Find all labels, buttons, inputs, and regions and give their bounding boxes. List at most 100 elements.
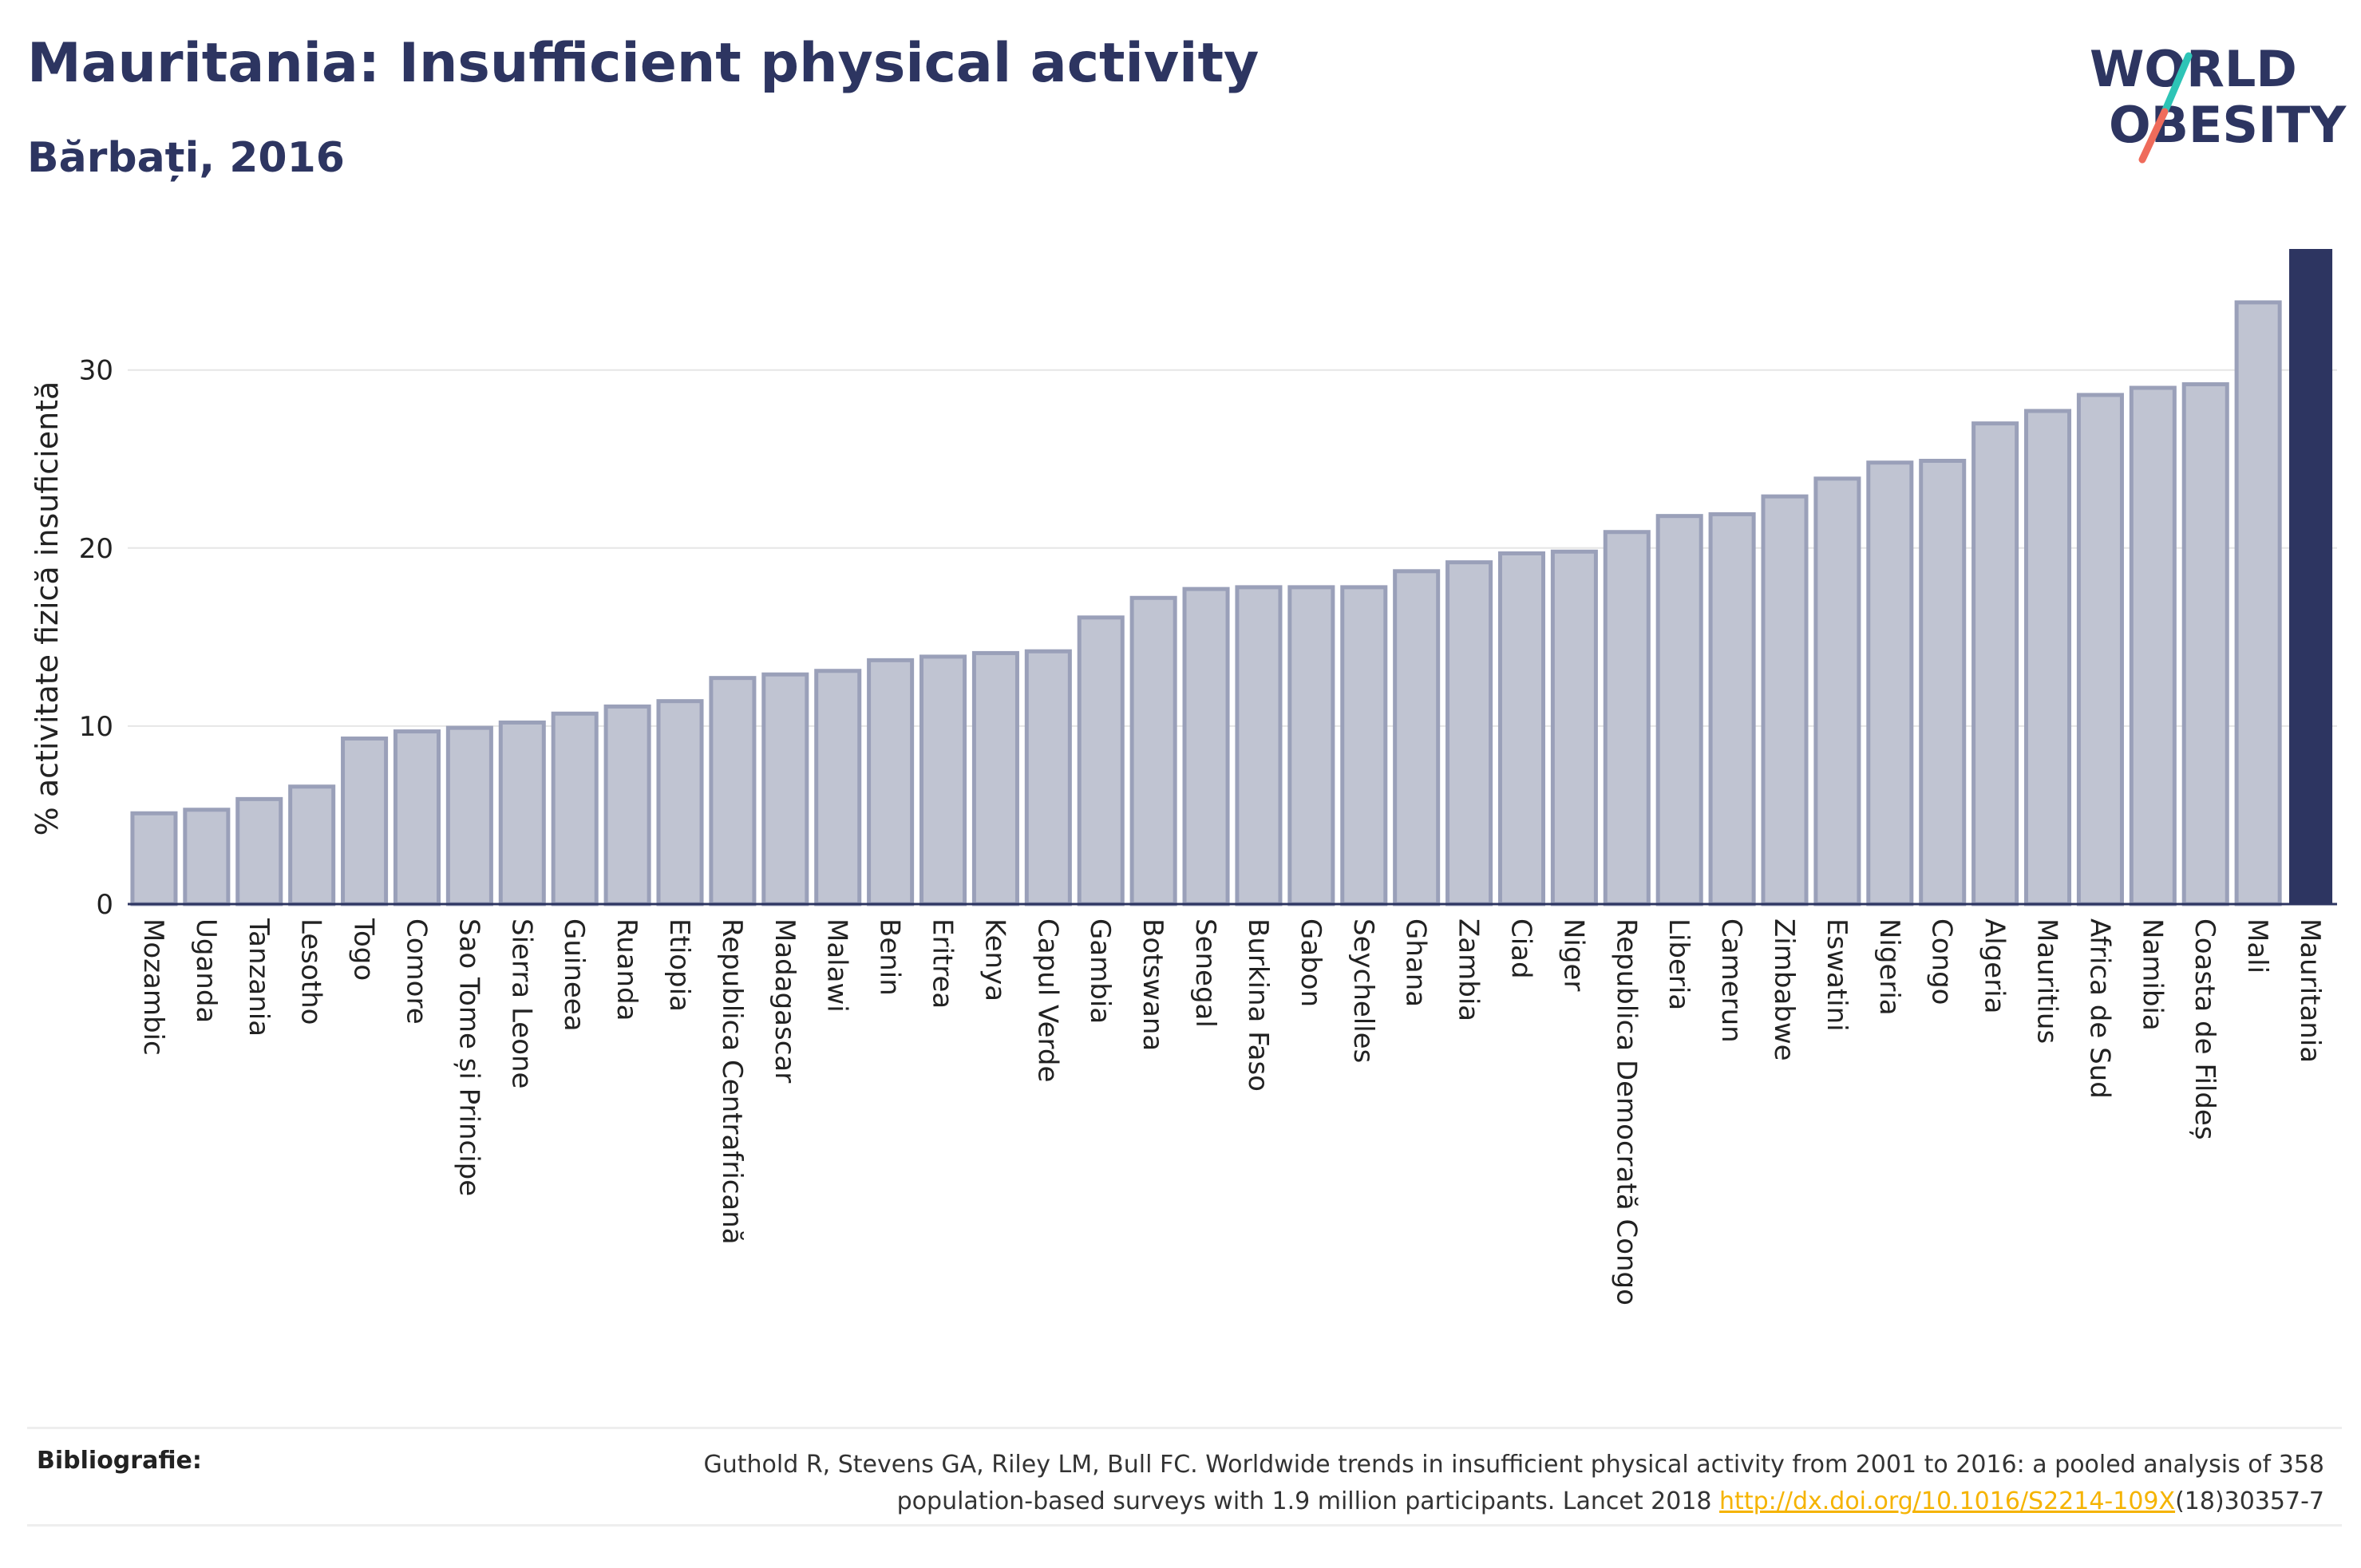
bar xyxy=(183,808,231,906)
footer-divider-bottom xyxy=(27,1524,2342,1527)
bar xyxy=(1761,494,1809,906)
x-tick-label: Eswatini xyxy=(1821,918,1853,1032)
bibliography-label: Bibliografie: xyxy=(37,1447,202,1475)
bar xyxy=(656,699,704,906)
x-tick-label: Kenya xyxy=(979,918,1010,1001)
x-tick-label: Benin xyxy=(874,918,906,996)
bar xyxy=(1971,421,2019,906)
bar xyxy=(1708,511,1756,906)
bar xyxy=(1340,585,1388,906)
bar xyxy=(1077,615,1125,906)
bar xyxy=(288,784,336,906)
x-tick-label: Republica Centrafricană xyxy=(716,918,748,1245)
x-tick-label: Namibia xyxy=(2136,918,2168,1031)
bar xyxy=(2076,393,2124,906)
chart-title: Mauritania: Insufficient physical activi… xyxy=(27,32,1260,95)
bar xyxy=(445,725,493,906)
bar xyxy=(2129,385,2177,906)
world-obesity-logo: WORLD OBESITY xyxy=(2090,40,2347,164)
bibliography-line-2-text: population-based surveys with 1.9 millio… xyxy=(896,1487,1720,1515)
bar-highlight xyxy=(2289,249,2333,904)
bar xyxy=(971,650,1019,906)
doi-link[interactable]: http://dx.doi.org/10.1016/S2214-109X xyxy=(1719,1487,2176,1515)
bar xyxy=(1813,476,1861,906)
bar xyxy=(2181,382,2229,906)
y-tick-label: 30 xyxy=(79,355,113,387)
bar xyxy=(551,711,599,906)
bar xyxy=(603,704,651,906)
bibliography-line-2-suffix: (18)30357-7 xyxy=(2175,1487,2324,1515)
x-tick-label: Gambia xyxy=(1084,918,1116,1024)
x-tick-label: Zambia xyxy=(1453,918,1485,1021)
x-tick-label: Tanzania xyxy=(243,918,275,1037)
x-tick-label: Ciad xyxy=(1505,918,1536,979)
x-tick-label: Guineea xyxy=(558,918,590,1032)
x-tick-label: Mozambic xyxy=(137,918,169,1056)
bar xyxy=(341,737,389,906)
bar xyxy=(1866,460,1914,906)
bar xyxy=(393,729,441,906)
bar xyxy=(2024,409,2072,906)
bar xyxy=(1497,551,1545,906)
x-tick-label: Gabon xyxy=(1295,918,1327,1007)
x-tick-label: Ghana xyxy=(1400,918,1432,1007)
bar xyxy=(1919,458,1967,906)
bibliography-text: Guthold R, Stevens GA, Riley LM, Bull FC… xyxy=(488,1447,2324,1520)
x-tick-label: Camerun xyxy=(1715,918,1747,1043)
y-tick-label: 20 xyxy=(79,533,113,565)
bar xyxy=(919,654,967,906)
bar xyxy=(1393,569,1441,906)
bar xyxy=(1603,530,1651,906)
x-tick-label: Mali xyxy=(2241,918,2273,974)
x-tick-label: Senegal xyxy=(1189,918,1221,1028)
bar xyxy=(1182,587,1230,906)
x-tick-label: Mauritania xyxy=(2294,918,2326,1063)
bar xyxy=(867,658,915,906)
x-tick-label: Nigeria xyxy=(1873,918,1905,1016)
bar xyxy=(1655,514,1703,906)
footer-divider-top xyxy=(27,1427,2342,1429)
x-tick-label: Eritrea xyxy=(927,918,959,1009)
x-tick-label: Madagascar xyxy=(769,918,801,1083)
x-tick-label: Lesotho xyxy=(295,918,327,1025)
x-tick-label: Seychelles xyxy=(1347,918,1379,1063)
bar xyxy=(1024,649,1072,906)
bar xyxy=(709,676,757,906)
x-tick-label: Ruanda xyxy=(611,918,643,1021)
x-tick-label: Liberia xyxy=(1663,918,1695,1010)
bar xyxy=(1235,585,1283,906)
x-tick-label: Algeria xyxy=(1979,918,2011,1013)
x-tick-label: Coasta de Fildeș xyxy=(2189,918,2221,1140)
bar xyxy=(814,669,862,906)
x-tick-label: Republica Democrată Congo xyxy=(1610,918,1642,1305)
x-tick-label: Mauritius xyxy=(2031,918,2063,1044)
bar xyxy=(761,672,809,906)
bar xyxy=(130,811,178,906)
y-axis-title: % activitate fizică insuficientă xyxy=(30,381,65,836)
x-tick-label: Sao Tome și Principe xyxy=(453,918,484,1196)
x-tick-label: Botswana xyxy=(1137,918,1169,1051)
y-tick-label: 0 xyxy=(96,889,113,921)
bar-chart: 0 10 20 30 % activitate fizică insuficientă M… xyxy=(30,249,2337,1305)
x-tick-label: Capul Verde xyxy=(1031,918,1063,1082)
bar xyxy=(1287,585,1335,906)
x-tick-label: Togo xyxy=(348,918,380,981)
bar xyxy=(1445,560,1493,906)
x-tick-label: Malawi xyxy=(821,918,853,1013)
bar xyxy=(1129,595,1177,906)
x-tick-label: Sierra Leone xyxy=(505,918,537,1088)
y-tick-label: 10 xyxy=(79,711,113,743)
x-tick-label: Congo xyxy=(1926,918,1958,1005)
x-tick-label: Burkina Faso xyxy=(1242,918,1274,1092)
bar xyxy=(235,796,283,906)
bibliography-line-2: population-based surveys with 1.9 millio… xyxy=(488,1483,2324,1520)
x-tick-label: Etiopia xyxy=(663,918,695,1012)
bar xyxy=(498,720,546,906)
logo-slash-coral xyxy=(2138,108,2169,164)
logo-slash-teal xyxy=(2161,52,2193,116)
logo-line-1: WORLD xyxy=(2090,40,2297,98)
x-tick-label: Zimbabwe xyxy=(1768,918,1800,1061)
chart-subtitle: Bărbați, 2016 xyxy=(27,134,345,182)
x-tick-label: Uganda xyxy=(190,918,222,1023)
bar xyxy=(2234,300,2282,906)
